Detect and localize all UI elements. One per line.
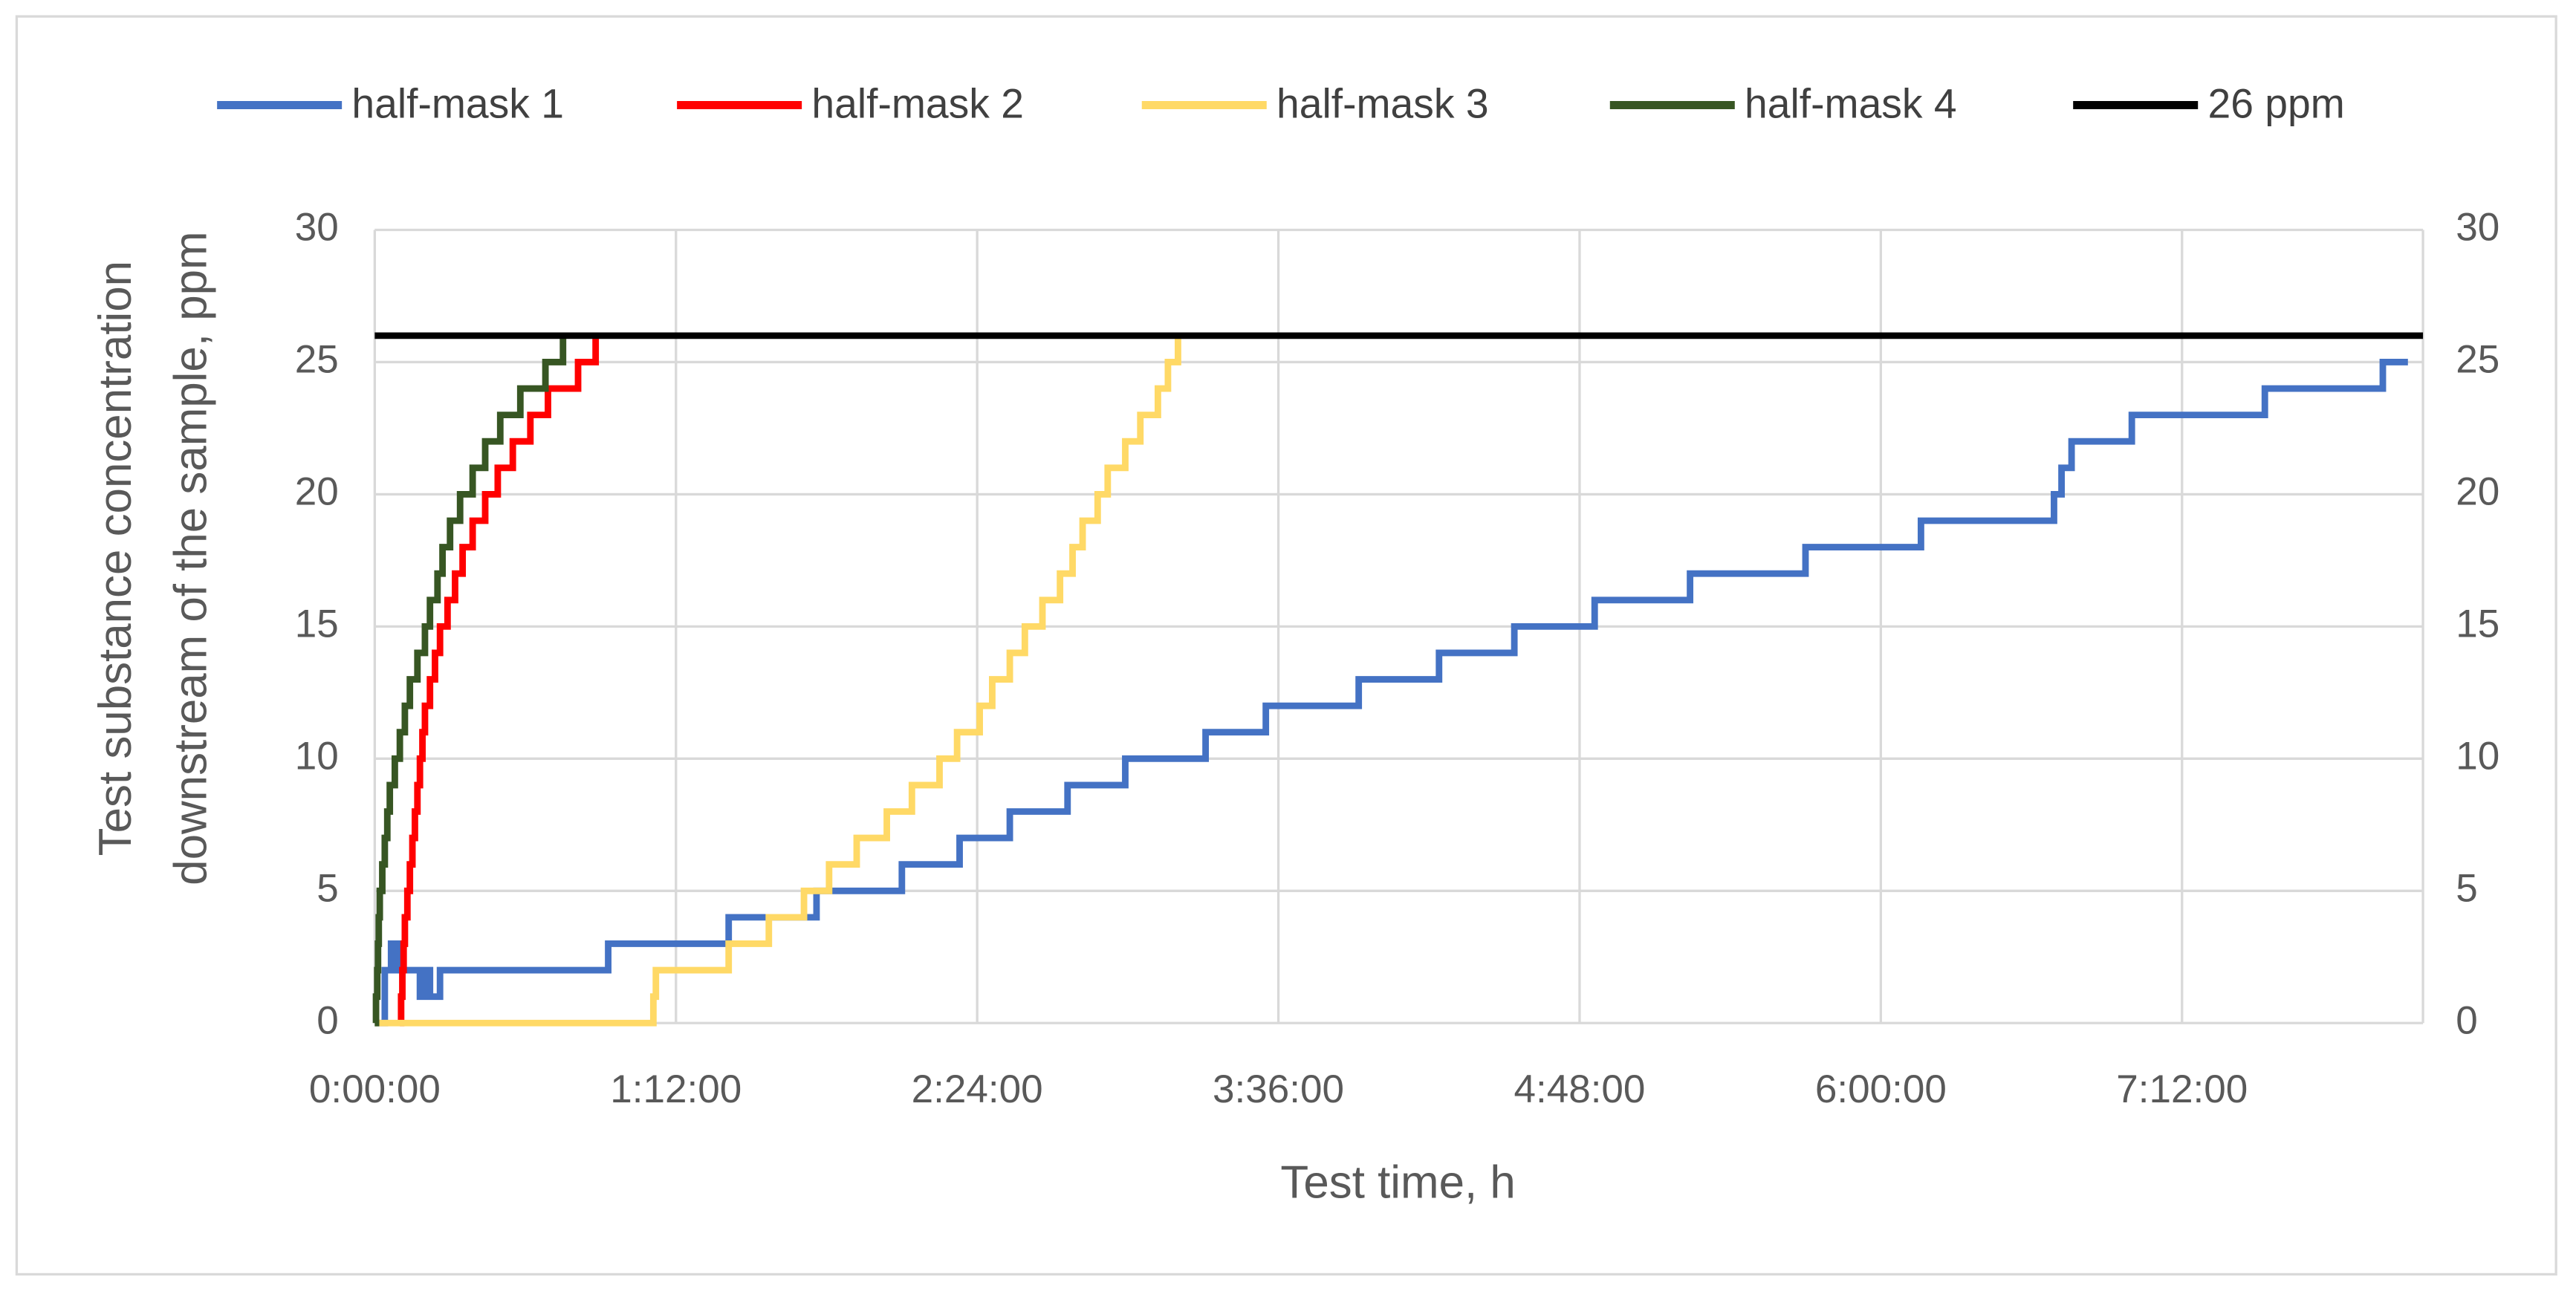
legend-label: half-mask 1 [351,80,564,126]
x-tick-label: 7:12:00 [2116,1067,2248,1111]
y2-tick-label: 0 [2456,998,2478,1042]
y-tick-label: 30 [295,206,339,250]
x-tick-label: 6:00:00 [1815,1067,1947,1111]
y-tick-label: 5 [317,866,339,910]
legend-label: half-mask 4 [1745,80,1957,126]
x-axis-title: Test time, h [1280,1157,1515,1208]
y2-tick-label: 5 [2456,866,2478,910]
y-tick-label: 15 [295,602,339,646]
x-tick-label: 1:12:00 [610,1067,742,1111]
y2-tick-label: 10 [2456,734,2499,778]
y-tick-label: 25 [295,337,339,381]
series-line [374,335,1181,1027]
y2-tick-label: 15 [2456,602,2499,646]
x-tick-label: 3:36:00 [1213,1067,1344,1111]
legend-label: half-mask 3 [1276,80,1489,126]
series-line [374,359,2408,1027]
x-tick-label: 2:24:00 [912,1067,1043,1111]
x-tick-label: 4:48:00 [1514,1067,1645,1111]
y-tick-label: 10 [295,734,339,778]
series-line [372,335,567,1027]
y-tick-label: 20 [295,469,339,513]
y2-tick-label: 30 [2456,206,2499,250]
series-line [398,335,600,1027]
legend-label: half-mask 2 [811,80,1024,126]
y-tick-label: 0 [317,998,339,1042]
y2-tick-label: 20 [2456,469,2499,513]
x-tick-label: 0:00:00 [309,1067,441,1111]
y-axis-title: Test substance concentration [90,261,141,856]
y2-tick-label: 25 [2456,337,2499,381]
y-axis-title: downstream of the sample, ppm [166,231,217,885]
legend-label: 26 ppm [2207,80,2344,126]
